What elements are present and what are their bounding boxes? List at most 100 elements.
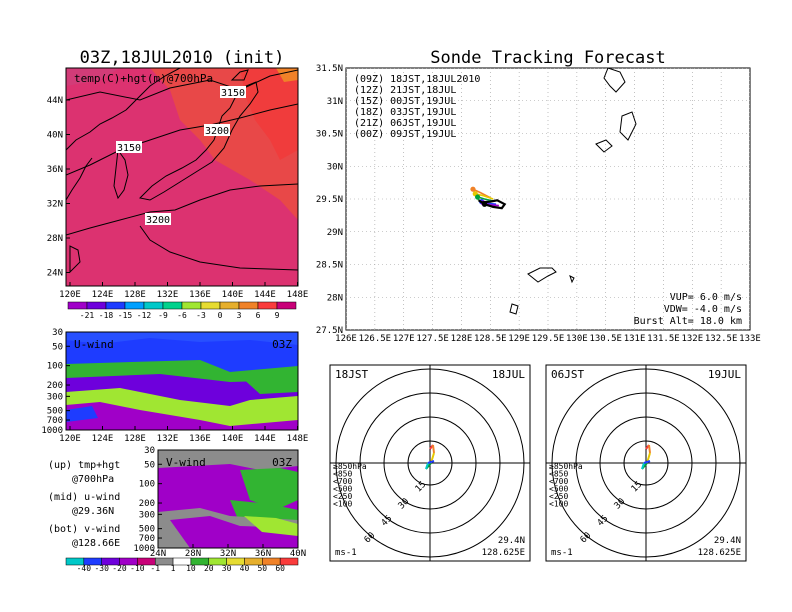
lat-tick-label: 27.5N	[316, 326, 343, 336]
lat-tick-label: 28N	[47, 234, 63, 244]
lat-tick-label: 32N	[47, 200, 63, 210]
lat-tick-label: 29.5N	[316, 195, 343, 205]
colorbar-swatch	[124, 301, 145, 310]
colorbar-swatch	[181, 301, 202, 310]
colorbar-swatch	[219, 301, 240, 310]
lon-tick-label: 127.5E	[416, 334, 449, 344]
pressure-tick-label: 500	[47, 407, 63, 417]
param-vdw: VDW= -4.0 m/s	[664, 304, 742, 315]
level-legend: <500	[333, 485, 352, 494]
temp-field-hot	[240, 68, 298, 160]
colorbar-label: 3	[237, 311, 242, 320]
colorbar-label: -1	[150, 564, 160, 573]
lon-tick-label: 144E	[254, 290, 276, 300]
temp-field-cool	[66, 68, 120, 86]
lat-tick-label: 40N	[290, 549, 306, 559]
lon-tick-label: 128E	[451, 334, 473, 344]
hodograph-segment	[432, 444, 435, 454]
pressure-tick-label: 1000	[133, 544, 155, 554]
lon-tick-label: 129.5E	[532, 334, 565, 344]
pressure-tick-label: 500	[139, 525, 155, 535]
lat-tick-label: 30.5N	[316, 130, 343, 140]
u-wind-label: U-wind	[74, 338, 114, 351]
lon-tick-label: 127E	[393, 334, 415, 344]
lat-tick-label: 28N	[185, 549, 201, 559]
lon-tick-label: 132E	[681, 334, 703, 344]
lon-tick-label: 128E	[124, 434, 146, 444]
height-contour-3150	[66, 103, 298, 176]
temp-map-label: temp(C)+hgt(m)@700hPa	[74, 72, 213, 85]
lon-tick-label: 131E	[624, 334, 646, 344]
lon-tick-label: 148E	[287, 290, 309, 300]
lon-tick-label: 128.5E	[474, 334, 507, 344]
contour-label-box	[145, 213, 171, 225]
param-burst: Burst Alt= 18.0 km	[634, 316, 742, 327]
lon-tick-label: 131.5E	[647, 334, 680, 344]
pressure-tick-label: 30	[144, 446, 155, 456]
pressure-tick-label: 30	[52, 328, 63, 338]
pressure-tick-label: 700	[139, 534, 155, 544]
level-legend: <500	[549, 485, 568, 494]
temperature-map: 3150 3200 3150 3200 temp(C)+hgt(m)@700hP…	[47, 67, 309, 300]
lon-tick-label: 126E	[335, 334, 357, 344]
pressure-tick-label: 50	[52, 342, 63, 352]
level-legend: ≥850hPa	[549, 462, 583, 471]
param-vup: VUP= 6.0 m/s	[670, 292, 742, 303]
level-legend: <850	[333, 470, 352, 479]
colorbar-label: 50	[257, 564, 267, 573]
height-contour-3200	[66, 183, 298, 236]
v-field-green	[240, 468, 298, 510]
lon-tick-label: 128E	[124, 290, 146, 300]
u-field-upper	[66, 332, 298, 345]
colorbar-swatch	[200, 301, 221, 310]
track-point	[474, 194, 481, 200]
level-legend: <850	[549, 470, 568, 479]
track-point	[481, 201, 488, 207]
lat-tick-label: 40N	[47, 131, 63, 141]
colorbar-swatch	[67, 301, 88, 310]
note-mid: (mid) u-wind	[48, 492, 120, 503]
lat-tick-label: 24N	[150, 549, 166, 559]
height-contour-3200-south	[139, 225, 298, 271]
colorbar-swatch	[162, 301, 183, 310]
contour-label-box	[116, 141, 142, 153]
colorbar-label: 60	[275, 564, 285, 573]
legend-entry: (18Z) 03JST,19JUL	[354, 107, 456, 118]
lon-tick-label: 140E	[222, 434, 244, 444]
lat-tick-label: 36N	[255, 549, 271, 559]
temperature-colorbar: -21 -18 -15 -12 -9 -6 -3 0 3 6 9	[67, 301, 297, 320]
colorbar-swatch	[105, 301, 126, 310]
track-map: 31.5N 31N 30.5N 30N 29.5N 29N 28.5N 28N 27.5N 12…	[316, 64, 761, 344]
island-amami	[527, 267, 557, 283]
lon-tick-label: 124E	[92, 434, 114, 444]
legend-entry: (00Z) 09JST,19JUL	[354, 129, 456, 140]
pressure-tick-label: 200	[139, 499, 155, 509]
lon-tick-label: 144E	[254, 434, 276, 444]
lat-tick-label: 28.5N	[316, 261, 343, 271]
lon-tick-label: 136E	[189, 434, 211, 444]
legend-entry: (21Z) 06JST,19JUL	[354, 118, 456, 129]
level-legend: <100	[549, 500, 568, 509]
colorbar-swatch	[279, 557, 299, 566]
colorbar-label: -21	[80, 311, 95, 320]
lat-tick-label: 31.5N	[316, 64, 343, 74]
colorbar-label: -40	[77, 564, 92, 573]
polar-lat: 29.4N	[714, 536, 741, 546]
pressure-tick-label: 1000	[41, 426, 63, 436]
contour-label-box	[204, 124, 230, 136]
note-bot: (bot) v-wind	[48, 524, 120, 535]
u-field-magenta	[66, 402, 298, 430]
contour-label: 3150	[117, 143, 141, 154]
level-legend: <700	[549, 477, 568, 486]
island-yakushima	[595, 139, 613, 153]
legend-entry: (15Z) 00JST,19JUL	[354, 96, 456, 107]
lat-tick-label: 36N	[47, 165, 63, 175]
pressure-tick-label: 200	[47, 381, 63, 391]
lon-tick-label: 120E	[59, 290, 81, 300]
colorbar-swatch	[143, 301, 164, 310]
polar-lon: 128.625E	[698, 548, 741, 558]
v-field-purple-low	[170, 516, 298, 548]
lat-tick-label: 28N	[327, 293, 343, 303]
